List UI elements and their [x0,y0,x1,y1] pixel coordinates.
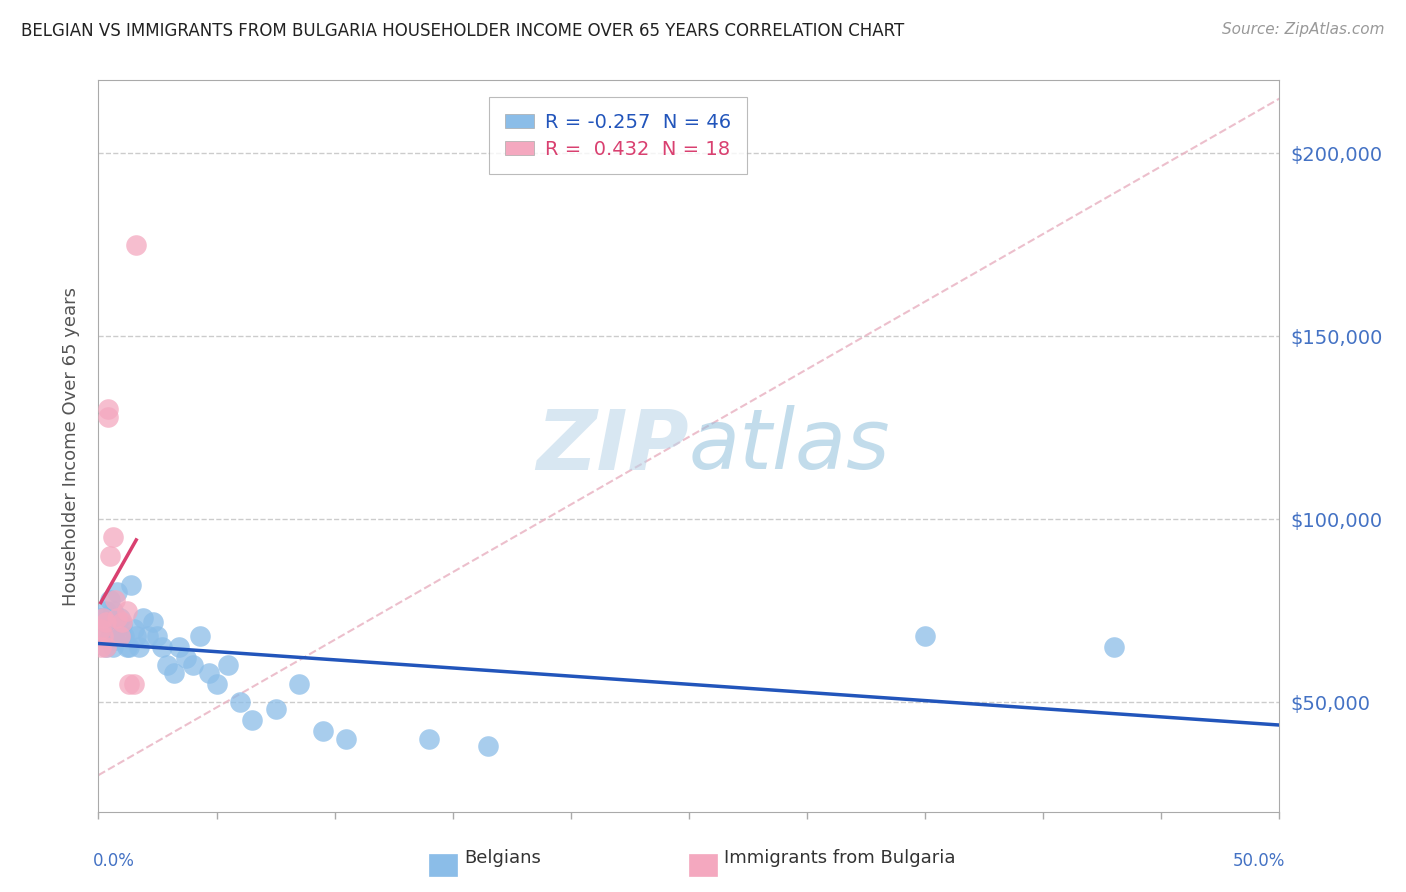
Point [146,629,169,643]
Point [98,592,121,607]
Point [167,640,190,655]
Point [94,603,117,617]
Point [112,629,135,643]
Point [108,611,131,625]
Point [94,615,117,629]
Point [181,658,204,673]
Point [101,530,124,544]
Legend: R = -0.257  N = 46, R =  0.432  N = 18: R = -0.257 N = 46, R = 0.432 N = 18 [489,97,747,174]
Point [111,615,134,629]
Point [128,640,150,655]
Point [125,629,148,643]
Point [101,640,124,655]
Point [312,724,335,739]
Point [94,640,117,655]
Point [217,658,239,673]
Point [98,629,121,643]
Point [118,640,141,655]
Point [122,676,145,690]
Point [122,622,145,636]
Point [104,592,127,607]
Point [94,640,117,655]
Point [142,615,165,629]
Point [90,640,112,655]
Point [115,603,138,617]
Point [91,629,114,643]
Point [125,237,148,252]
Point [111,618,134,632]
Point [97,402,120,417]
Point [91,611,114,625]
Point [111,629,134,643]
Point [115,640,138,655]
Point [91,629,114,643]
Text: Belgians: Belgians [464,849,541,867]
Text: 0.0%: 0.0% [93,852,135,870]
Text: ZIP: ZIP [536,406,689,486]
Point [288,676,311,690]
Point [150,640,173,655]
Point [136,629,159,643]
Point [104,615,127,629]
Point [205,676,228,690]
Point [132,611,155,625]
Point [90,622,112,636]
Point [98,549,121,563]
Point [108,629,131,643]
Point [914,629,936,643]
Point [105,611,128,625]
Point [229,695,252,709]
Text: BELGIAN VS IMMIGRANTS FROM BULGARIA HOUSEHOLDER INCOME OVER 65 YEARS CORRELATION: BELGIAN VS IMMIGRANTS FROM BULGARIA HOUS… [21,22,904,40]
Point [97,409,120,424]
Text: atlas: atlas [689,406,890,486]
Point [174,651,197,665]
Point [121,578,143,592]
Text: Immigrants from Bulgaria: Immigrants from Bulgaria [724,849,956,867]
Point [418,731,440,746]
Point [118,676,141,690]
Point [104,632,127,647]
Point [105,585,128,599]
Point [188,629,211,643]
Point [240,714,263,728]
Text: Source: ZipAtlas.com: Source: ZipAtlas.com [1222,22,1385,37]
Point [163,665,186,680]
Point [198,665,221,680]
Point [1102,640,1125,655]
Point [477,739,499,753]
Text: 50.0%: 50.0% [1233,852,1285,870]
Point [90,611,112,625]
Point [101,603,124,617]
Point [264,702,287,716]
Point [97,615,120,629]
Point [156,658,179,673]
Point [335,731,357,746]
Y-axis label: Householder Income Over 65 years: Householder Income Over 65 years [62,286,80,606]
